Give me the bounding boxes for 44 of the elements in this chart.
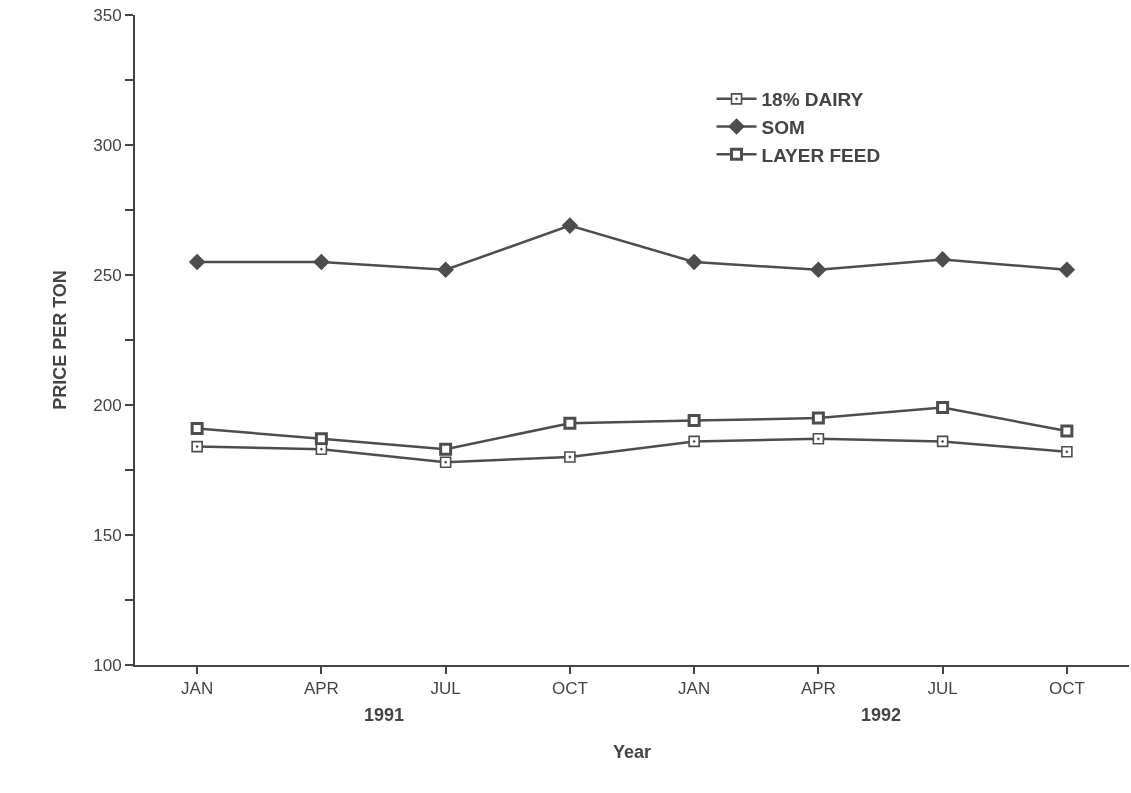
y-tick-label: 300 bbox=[93, 135, 122, 155]
legend-label: SOM bbox=[761, 116, 805, 138]
point bbox=[687, 414, 701, 428]
x-tick-label: OCT bbox=[1048, 679, 1085, 699]
point bbox=[934, 251, 951, 268]
text: 1991 bbox=[364, 705, 405, 725]
point bbox=[439, 442, 453, 456]
point bbox=[314, 432, 328, 446]
point bbox=[313, 254, 330, 270]
x-tick-label: JUL bbox=[430, 679, 461, 699]
point bbox=[810, 261, 827, 278]
point bbox=[936, 435, 949, 448]
text: 1992 bbox=[861, 705, 902, 725]
point bbox=[812, 433, 825, 445]
point bbox=[190, 421, 204, 435]
x-tick-label: JUL bbox=[927, 679, 958, 699]
y-tick-label: 150 bbox=[93, 525, 122, 545]
y-tick-label: 350 bbox=[93, 5, 122, 25]
point bbox=[191, 440, 203, 453]
point bbox=[1058, 261, 1075, 278]
point bbox=[936, 401, 950, 415]
y-tick-label: 200 bbox=[93, 395, 122, 415]
legend-label: 18% DAIRY bbox=[761, 89, 864, 111]
x-tick-label: JAN bbox=[181, 679, 214, 699]
x-tick-label: APR bbox=[800, 679, 836, 699]
point bbox=[564, 451, 576, 463]
point bbox=[686, 254, 703, 270]
point bbox=[437, 261, 454, 278]
x-tick-label: OCT bbox=[551, 679, 588, 699]
point bbox=[189, 254, 206, 270]
y-axis-title: PRICE PER TON bbox=[49, 270, 70, 410]
point bbox=[1061, 446, 1073, 458]
y-tick-label: 250 bbox=[93, 265, 122, 285]
x-tick-label: JAN bbox=[678, 679, 711, 699]
point bbox=[811, 411, 825, 425]
y-tick-label: 100 bbox=[93, 655, 122, 675]
x-tick-label: APR bbox=[303, 679, 339, 699]
point bbox=[1060, 424, 1074, 438]
point bbox=[563, 416, 577, 430]
point bbox=[688, 435, 700, 448]
point bbox=[561, 217, 578, 234]
x-axis-title: Year bbox=[612, 742, 652, 762]
legend-label: LAYER FEED bbox=[761, 144, 881, 166]
point bbox=[439, 456, 452, 468]
